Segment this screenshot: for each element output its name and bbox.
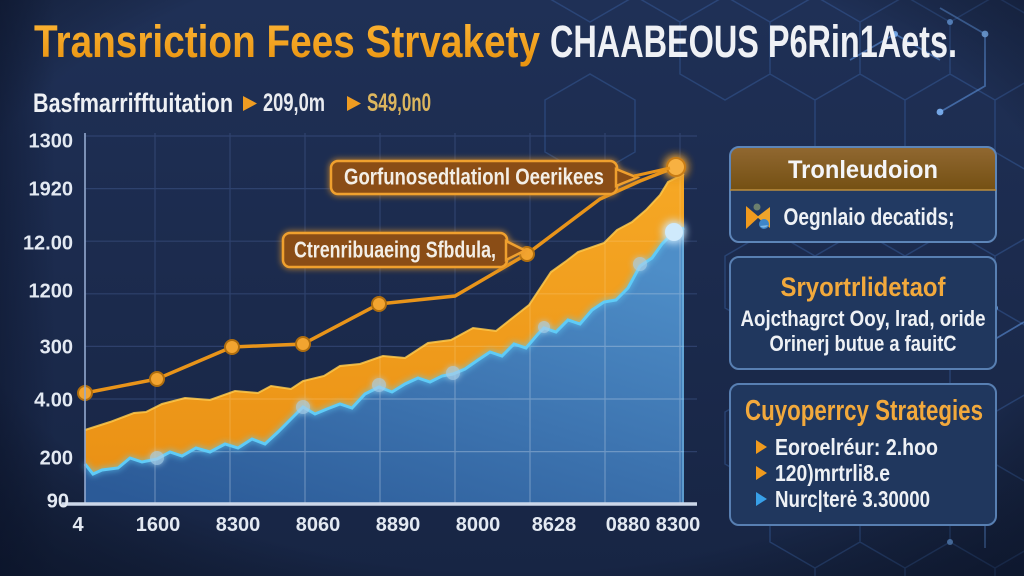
svg-text:4: 4 [72, 514, 84, 536]
svg-text:Orinerj butue a fauitC: Orinerj butue a fauitC [770, 331, 957, 356]
svg-text:Transriction Fees Strvakety: Transriction Fees Strvakety [34, 16, 540, 67]
svg-text:12.00: 12.00 [23, 233, 73, 255]
svg-text:Cuyoperrcy Strategies: Cuyoperrcy Strategies [745, 395, 983, 427]
svg-text:Gorfunosedtlationl Oeerikees: Gorfunosedtlationl Oeerikees [344, 164, 604, 190]
svg-text:Oegnlaio decatids;: Oegnlaio decatids; [784, 204, 955, 231]
svg-text:8300: 8300 [216, 514, 261, 536]
svg-text:200: 200 [40, 448, 73, 470]
svg-text:Nurc|terė 3.30000: Nurc|terė 3.30000 [775, 486, 930, 512]
svg-text:Aojcthagrct Ooy, lrad, oride: Aojcthagrct Ooy, lrad, oride [741, 306, 986, 331]
svg-text:1300: 1300 [29, 131, 74, 153]
svg-text:8000: 8000 [456, 514, 501, 536]
svg-text:Sryortrlidetaof: Sryortrlidetaof [781, 272, 947, 302]
svg-text:8060: 8060 [296, 514, 341, 536]
svg-text:Ctrenribuaeing Sfbdula,: Ctrenribuaeing Sfbdula, [294, 237, 496, 263]
svg-text:4.00: 4.00 [34, 390, 73, 412]
svg-text:209,0m: 209,0m [263, 89, 325, 117]
svg-text:8890: 8890 [376, 514, 421, 536]
svg-text:1200: 1200 [29, 281, 74, 303]
svg-text:S49,0n0: S49,0n0 [367, 89, 431, 117]
svg-text:120)mrtrli8.e: 120)mrtrli8.e [775, 460, 890, 486]
svg-text:Eoroelréur: 2.hoo: Eoroelréur: 2.hoo [775, 434, 938, 460]
svg-text:1920: 1920 [29, 179, 74, 201]
svg-text:CHAABEOUS P6Rin1Aets.: CHAABEOUS P6Rin1Aets. [550, 16, 957, 67]
svg-text:Basfmarrifftuitation: Basfmarrifftuitation [33, 88, 233, 118]
svg-text:Tronleudoion: Tronleudoion [788, 156, 938, 184]
svg-text:0880: 0880 [606, 514, 651, 536]
svg-text:300: 300 [40, 337, 73, 359]
svg-text:8628: 8628 [532, 514, 577, 536]
svg-text:1600: 1600 [136, 514, 181, 536]
svg-text:90: 90 [47, 491, 69, 513]
svg-text:8300: 8300 [656, 514, 701, 536]
